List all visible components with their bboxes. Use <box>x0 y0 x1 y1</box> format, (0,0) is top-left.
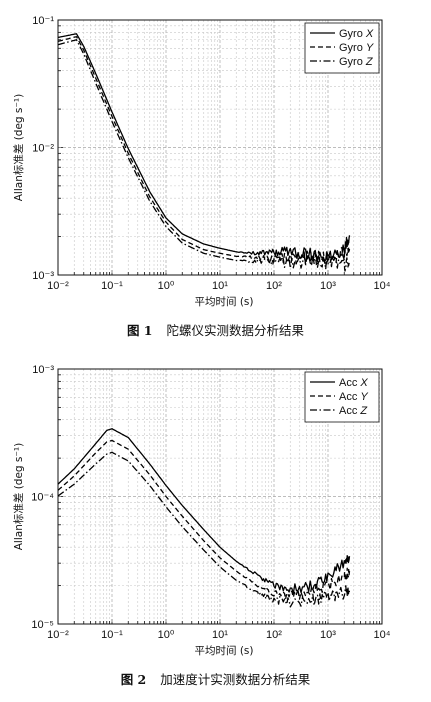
x-tick-label: 10⁻² <box>47 280 69 292</box>
legend-box <box>304 22 380 74</box>
x-tick-label: 10⁻² <box>47 629 69 641</box>
x-tick-label: 10⁻¹ <box>101 629 123 641</box>
legend-axis-letter: Y <box>366 42 374 54</box>
chart-1: 10⁻² 10⁻¹ 10⁰ 10¹ 10² 10³ 10⁴10⁻³10⁻²10⁻¹平均时间 … <box>12 15 391 308</box>
y-tick-label: 10⁻⁴ <box>31 492 54 504</box>
x-tick-label: 10⁻¹ <box>101 280 123 292</box>
x-axis-title: 平均时间 (s) <box>194 644 253 657</box>
legend-label: Gyro Y <box>339 42 374 54</box>
y-tick-label: 10⁻⁵ <box>31 619 54 631</box>
legend-label: Acc X <box>339 377 368 389</box>
figure-1-caption-text: 陀螺仪实测数据分析结果 <box>166 323 305 338</box>
legend-label: Acc Z <box>339 405 368 417</box>
x-tick-label: 10⁴ <box>374 629 391 641</box>
plot-frame <box>57 19 383 276</box>
x-tick-label: 10⁴ <box>374 280 391 292</box>
series-line-gyro-x <box>57 33 351 263</box>
x-tick-label: 10³ <box>320 280 336 292</box>
series-line-acc-y <box>57 439 351 600</box>
legend: Acc X Acc Y Acc Z <box>304 371 380 423</box>
x-tick-label: 10¹ <box>212 280 228 292</box>
legend: Gyro X Gyro Y Gyro Z <box>304 22 380 74</box>
x-axis-title: 平均时间 (s) <box>194 295 253 308</box>
figure-1-number: 图 1 <box>126 323 153 338</box>
legend-axis-letter: Z <box>359 405 368 417</box>
y-tick-label: 10⁻¹ <box>32 15 54 27</box>
legend-box <box>304 371 380 423</box>
y-tick-label: 10⁻² <box>32 143 54 155</box>
figure-1-caption: 图 1 陀螺仪实测数据分析结果 <box>0 320 431 339</box>
figure-2-caption-text: 加速度计实测数据分析结果 <box>160 672 311 687</box>
legend-axis-letter: Z <box>365 56 374 68</box>
figure-2-caption: 图 2 加速度计实测数据分析结果 <box>0 669 431 688</box>
x-tick-label: 10⁰ <box>158 280 175 292</box>
legend-label: Gyro Z <box>339 56 374 68</box>
x-tick-label: 10³ <box>320 629 336 641</box>
x-tick-label: 10⁰ <box>158 629 175 641</box>
x-tick-label: 10² <box>266 629 282 641</box>
legend-label: Acc Y <box>339 391 368 403</box>
legend-label: Gyro X <box>339 28 374 40</box>
y-axis-title: Allan标准差 (deg s⁻¹) <box>12 94 25 202</box>
plot-frame <box>57 368 383 625</box>
series-line-acc-z <box>57 451 351 608</box>
y-tick-label: 10⁻³ <box>32 270 54 282</box>
y-tick-label: 10⁻³ <box>32 364 54 376</box>
legend-axis-letter: X <box>359 377 368 389</box>
legend-axis-letter: X <box>365 28 374 40</box>
series-line-gyro-y <box>57 36 351 268</box>
chart-2: 10⁻² 10⁻¹ 10⁰ 10¹ 10² 10³ 10⁴ 10⁻⁵ 10⁻⁴ 10⁻³ 平均时间 … <box>12 364 391 657</box>
x-tick-label: 10² <box>266 280 282 292</box>
figure-2-number: 图 2 <box>120 672 147 687</box>
y-axis-title: Allan标准差 (deg s⁻¹) <box>12 443 25 551</box>
x-tick-label: 10¹ <box>212 629 228 641</box>
legend-axis-letter: Y <box>360 391 368 403</box>
series-line-gyro-z <box>57 39 351 272</box>
